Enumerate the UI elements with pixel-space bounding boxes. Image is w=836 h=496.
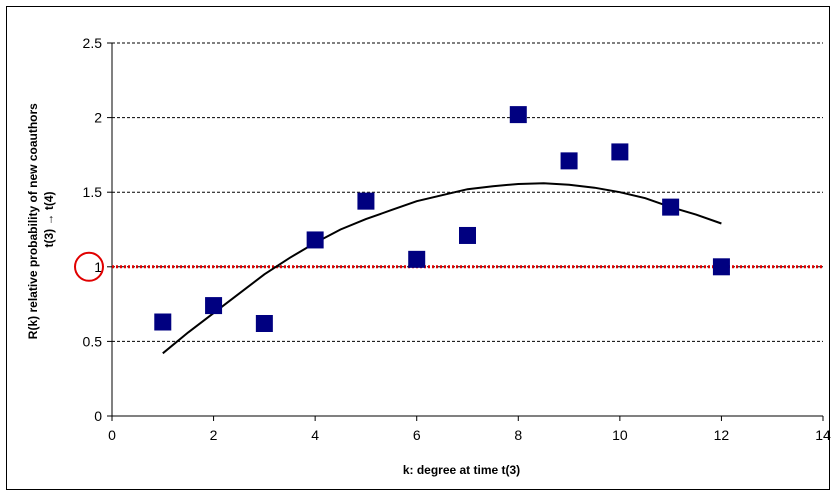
data-point-3 — [255, 314, 273, 332]
data-point-6 — [408, 250, 426, 268]
data-point-2 — [205, 297, 223, 315]
x-tick-label: 14 — [815, 427, 831, 443]
data-point-4 — [306, 231, 324, 249]
y-tick-label: 1.5 — [83, 184, 103, 200]
gridlines — [112, 42, 823, 342]
data-point-12 — [712, 258, 730, 276]
y-tick-label: 2 — [94, 110, 102, 126]
x-tick-label: 12 — [714, 427, 730, 443]
x-tick-label: 10 — [612, 427, 628, 443]
reference-tick-highlight-circle — [74, 251, 104, 282]
axes — [107, 42, 824, 421]
y-tick-label: 2.5 — [83, 35, 103, 51]
x-tick-label: 6 — [413, 427, 421, 443]
y-tick-label: 0.5 — [83, 333, 103, 349]
x-tick-label: 4 — [311, 427, 319, 443]
data-point-9 — [560, 152, 578, 170]
y-tick-label: 1 — [94, 259, 102, 275]
trendline — [162, 182, 722, 355]
x-tick-label: 0 — [108, 427, 116, 443]
data-point-1 — [154, 313, 172, 331]
y-axis-title-line-2: t(3) → t(4) — [42, 192, 56, 248]
data-points — [154, 106, 730, 332]
data-point-11 — [662, 198, 680, 216]
data-point-7 — [459, 226, 476, 244]
data-point-8 — [509, 106, 527, 124]
data-point-5 — [357, 192, 375, 210]
chart-frame: 0 0.5 1 1.5 2 2.5 0 2 4 6 8 10 12 14 k: degree at tim… — [6, 6, 831, 490]
x-tick-label: 8 — [514, 427, 522, 443]
y-tick-label: 0 — [94, 408, 102, 424]
tick-labels: 0 0.5 1 1.5 2 2.5 0 2 4 6 8 10 12 14 — [83, 35, 831, 443]
x-tick-label: 2 — [210, 427, 218, 443]
x-axis-title: k: degree at time t(3) — [403, 463, 520, 477]
data-point-10 — [611, 143, 629, 161]
y-axis-title: R(k) relative probability of new coautho… — [26, 100, 56, 339]
scatter-chart: 0 0.5 1 1.5 2 2.5 0 2 4 6 8 10 12 14 k: degree at tim… — [26, 35, 831, 477]
y-axis-title-line-1: R(k) relative probability of new coautho… — [26, 103, 40, 339]
